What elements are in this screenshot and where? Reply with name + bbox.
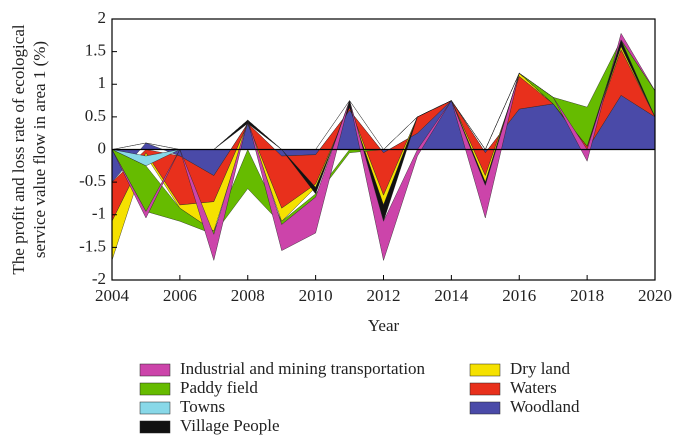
x-tick-label: 2008 [231,286,265,305]
y-tick-label: -0.5 [79,171,106,190]
x-tick-label: 2012 [367,286,401,305]
legend-label: Woodland [510,397,580,416]
legend-label: Industrial and mining transportation [180,359,426,378]
y-tick-label: 0.5 [85,106,106,125]
y-tick-label: 0 [98,138,107,157]
y-tick-label: 1.5 [85,41,106,60]
legend-swatch [139,420,171,434]
x-axis-label: Year [368,316,400,335]
x-tick-label: 2004 [95,286,130,305]
x-tick-label: 2016 [502,286,536,305]
x-tick-label: 2014 [434,286,469,305]
legend-swatch [469,401,501,415]
x-tick-label: 2010 [299,286,333,305]
y-tick-label: 2 [98,8,107,27]
legend-swatch [139,363,171,377]
legend-swatch [469,363,501,377]
area [111,45,656,261]
legend-label: Dry land [510,359,570,378]
y-tick-label: 1 [98,73,107,92]
legend-swatch [139,401,171,415]
y-tick-label: -2 [92,269,106,288]
legend-label: Paddy field [180,378,258,397]
x-tick-label: 2006 [163,286,197,305]
legend-label: Village People [180,416,280,435]
legend-label: Waters [510,378,557,397]
y-axis-label: service value flow in area 1 (%) [30,41,49,258]
y-tick-label: -1 [92,204,106,223]
legend-swatch [139,382,171,396]
legend-label: Towns [180,397,225,416]
y-tick-label: -1.5 [79,236,106,255]
x-tick-label: 2018 [570,286,604,305]
x-tick-label: 2020 [638,286,672,305]
legend-swatch [469,382,501,396]
y-axis-label: The profit and loss rate of ecological [9,24,28,274]
